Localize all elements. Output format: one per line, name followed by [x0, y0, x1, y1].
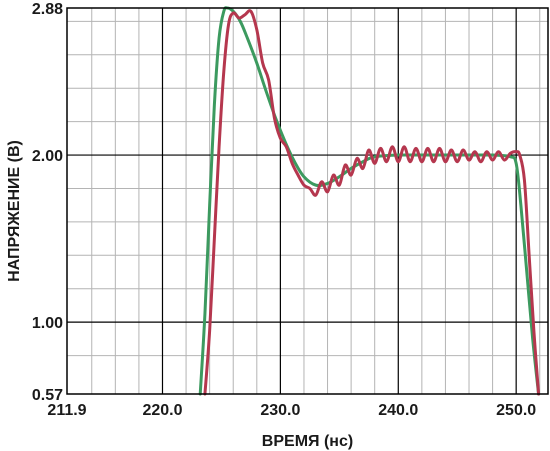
y-tick-label: 1.00	[32, 315, 63, 332]
series-layer	[198, 6, 541, 396]
plot-frame	[66, 7, 549, 395]
y-tick-label: 0.57	[32, 387, 63, 404]
series-line-green	[198, 6, 541, 396]
minor-grid	[67, 8, 548, 394]
major-grid	[67, 8, 548, 394]
y-tick-label: 2.88	[32, 1, 63, 18]
series-line-red	[203, 9, 541, 396]
x-tick-label: 211.9	[47, 402, 86, 419]
x-tick-label: 240.0	[378, 402, 418, 419]
x-axis-label: ВРЕМЯ (нс)	[262, 433, 353, 450]
x-tick-label: 220.0	[142, 402, 182, 419]
y-tick-label: 2.00	[32, 148, 63, 165]
x-tick-labels: 211.9 220.0 230.0 240.0 250.0	[47, 402, 536, 419]
x-tick-label: 250.0	[496, 402, 536, 419]
y-tick-labels: 0.57 1.00 2.00 2.88	[32, 1, 63, 404]
x-tick-label: 230.0	[260, 402, 300, 419]
y-axis-label: НАПРЯЖЕНИЕ (В)	[6, 140, 23, 282]
